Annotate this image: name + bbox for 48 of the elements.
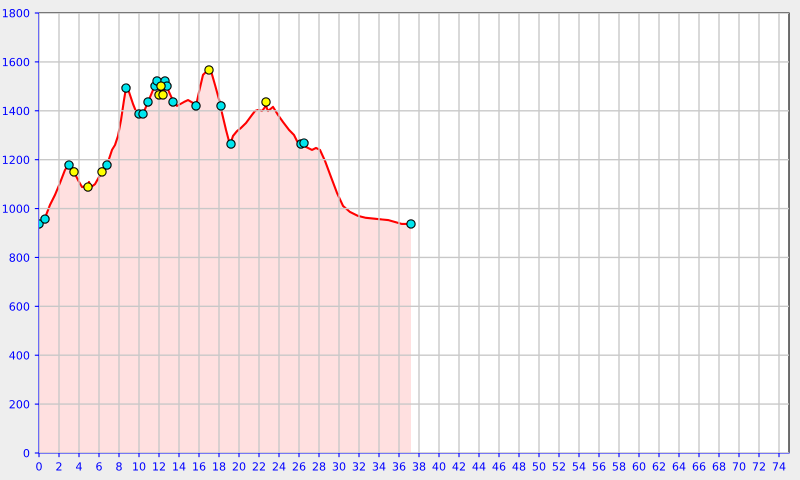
x-tick-label: 4 bbox=[76, 462, 82, 470]
x-tick-label: 0 bbox=[36, 462, 42, 471]
x-tick-label: 18 bbox=[213, 462, 226, 471]
x-tick-label: 20 bbox=[232, 462, 246, 471]
x-tick-label: 32 bbox=[352, 462, 365, 471]
y-tick-label: 1000 bbox=[2, 204, 30, 213]
x-tick-label: 68 bbox=[712, 462, 726, 471]
x-tick-label: 66 bbox=[692, 462, 706, 471]
x-tick-label: 56 bbox=[592, 462, 606, 471]
x-tick-label: 28 bbox=[312, 462, 326, 471]
x-tick-label: 36 bbox=[392, 462, 406, 471]
x-tick-label: 74 bbox=[772, 462, 786, 470]
x-tick-label: 64 bbox=[672, 462, 686, 471]
x-tick-label: 12 bbox=[153, 462, 165, 470]
y-tick-label: 1600 bbox=[2, 58, 30, 66]
x-tick-label: 44 bbox=[472, 462, 486, 470]
x-tick-label: 58 bbox=[612, 462, 626, 471]
x-tick-label: 46 bbox=[492, 462, 506, 471]
y-tick-label: 200 bbox=[10, 400, 30, 408]
y-tick-label: 400 bbox=[9, 351, 30, 360]
y-tick-label: 1800 bbox=[2, 8, 30, 18]
x-tick-label: 34 bbox=[372, 462, 386, 471]
x-tick-label: 62 bbox=[652, 462, 665, 471]
x-tick-label: 52 bbox=[552, 462, 565, 471]
x-tick-label: 26 bbox=[292, 462, 306, 471]
x-tick-label: 30 bbox=[332, 462, 346, 471]
y-tick-label: 0 bbox=[24, 448, 30, 458]
x-tick-label: 42 bbox=[452, 462, 465, 470]
x-tick-label: 10 bbox=[133, 462, 146, 471]
x-tick-label: 70 bbox=[732, 462, 746, 471]
x-tick-label: 60 bbox=[632, 462, 646, 471]
x-tick-label: 50 bbox=[532, 462, 546, 471]
y-tick-label: 1200 bbox=[2, 156, 30, 164]
x-tick-label: 72 bbox=[752, 462, 765, 470]
x-tick-label: 54 bbox=[572, 462, 586, 471]
y-tick-label: 600 bbox=[10, 302, 30, 311]
x-tick-label: 8 bbox=[116, 462, 122, 471]
x-tick-label: 48 bbox=[512, 462, 526, 471]
x-tick-label: 2 bbox=[56, 462, 62, 470]
x-tick-label: 22 bbox=[252, 462, 265, 470]
x-tick-label: 16 bbox=[193, 462, 206, 471]
y-tick-label: 1400 bbox=[2, 106, 30, 116]
y-tick-label: 800 bbox=[10, 253, 30, 262]
x-tick-label: 38 bbox=[412, 462, 426, 471]
x-tick-label: 24 bbox=[272, 462, 286, 470]
x-tick-label: 14 bbox=[173, 462, 186, 470]
x-tick-label: 40 bbox=[432, 462, 446, 471]
x-tick-label: 6 bbox=[96, 462, 102, 471]
